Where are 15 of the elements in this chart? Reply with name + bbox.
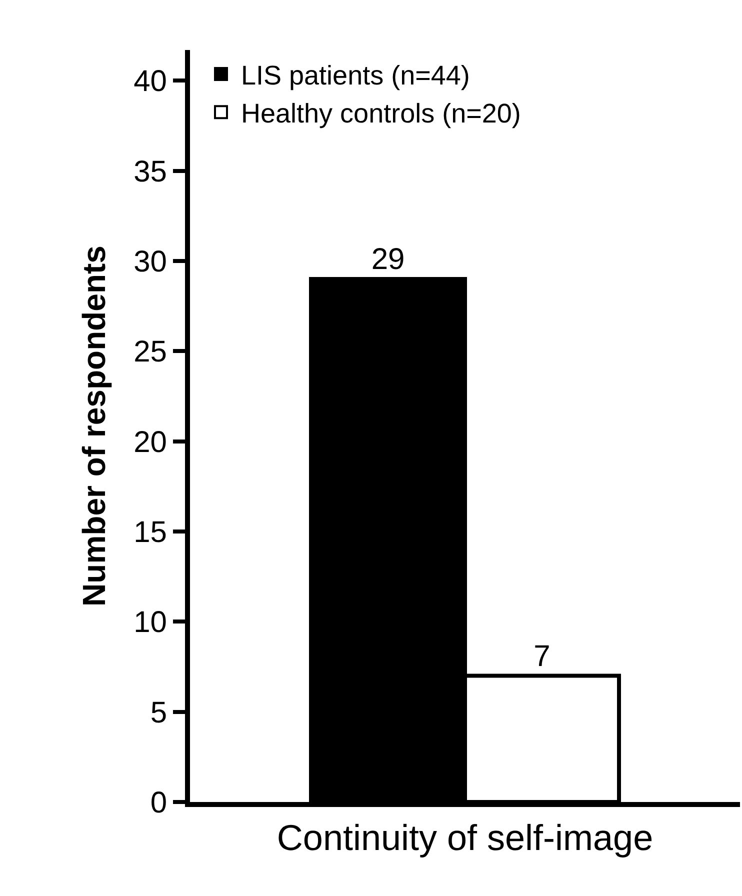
legend-label: LIS patients (n=44): [241, 60, 470, 91]
data-label: 7: [534, 640, 550, 673]
y-tick-label: 20: [134, 426, 167, 459]
legend-label: Healthy controls (n=20): [241, 98, 521, 129]
y-tick-label: 15: [134, 516, 167, 549]
y-tick-label: 40: [134, 65, 167, 98]
y-tick-label: 10: [134, 606, 167, 640]
y-tick-label: 0: [150, 786, 167, 820]
x-tick-label: Continuity of self-image: [276, 817, 654, 858]
y-axis-title: Number of respondents: [76, 246, 112, 606]
y-tick-label: 35: [134, 155, 167, 188]
y-tick-label: 30: [134, 245, 167, 278]
y-tick-label: 5: [150, 696, 167, 730]
y-tick-label: 25: [134, 336, 167, 369]
data-label: 29: [371, 243, 405, 276]
